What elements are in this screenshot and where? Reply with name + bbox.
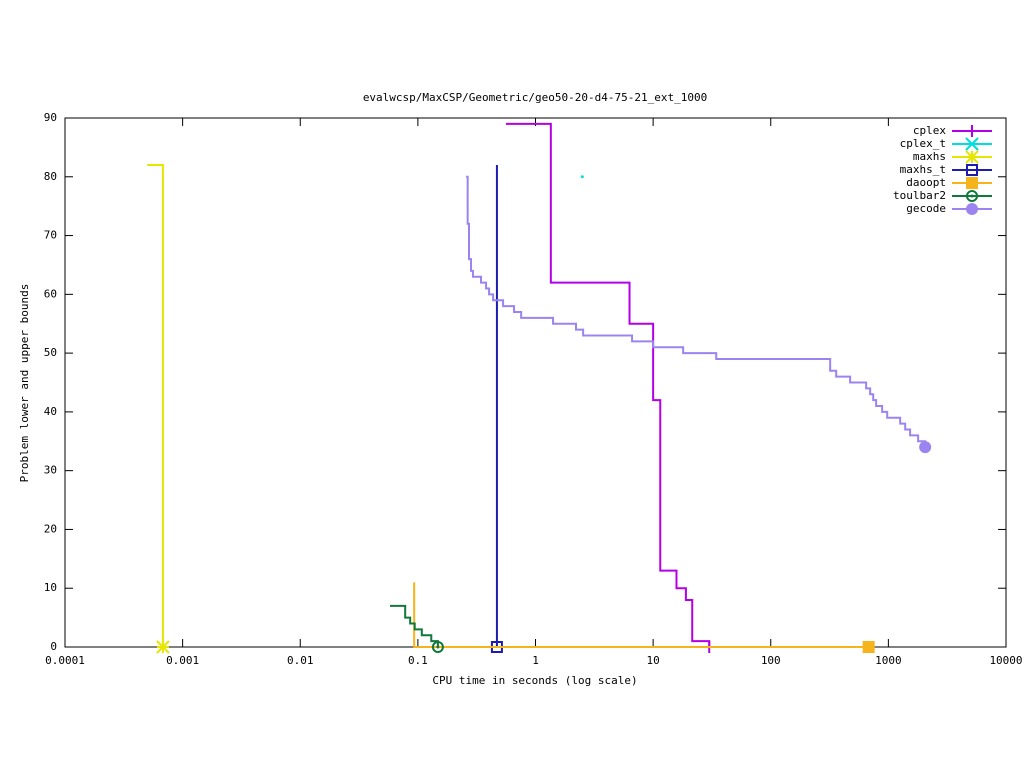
x-tick-label: 10 [647, 654, 660, 667]
y-tick-label: 60 [44, 287, 57, 300]
x-tick-label: 0.01 [287, 654, 314, 667]
marker-shape [919, 441, 932, 454]
y-tick-label: 40 [44, 405, 57, 418]
marker-shape [966, 177, 978, 189]
marker-shape [970, 194, 974, 198]
marker [966, 125, 978, 137]
marker [965, 137, 979, 151]
series-line [505, 122, 711, 647]
marker-shape [966, 164, 978, 176]
marker [966, 190, 978, 202]
y-tick-label: 30 [44, 464, 57, 477]
legend-label: cplex [913, 124, 946, 137]
marker [156, 640, 170, 654]
y-tick-label: 70 [44, 229, 57, 242]
legend-label: daoopt [906, 176, 946, 189]
series-line [147, 164, 164, 647]
y-tick-label: 10 [44, 581, 57, 594]
marker-shape [431, 641, 444, 653]
y-tick-label: 90 [44, 111, 57, 124]
y-axis-label: Problem lower and upper bounds [18, 284, 31, 483]
x-tick-label: 1 [532, 654, 539, 667]
series-line [466, 175, 927, 448]
y-tick-label: 50 [44, 346, 57, 359]
marker-shape [862, 641, 875, 653]
legend-label: cplex_t [900, 137, 946, 150]
marker-stroke [156, 640, 170, 654]
legend-label: maxhs [913, 150, 946, 163]
chart-title: evalwcsp/MaxCSP/Geometric/geo50-20-d4-75… [363, 91, 707, 104]
series-line [413, 582, 869, 648]
marker [966, 203, 978, 215]
marker [965, 150, 979, 164]
marker-shape [966, 190, 978, 202]
marker [431, 641, 444, 653]
marker [919, 441, 932, 454]
marker-shape [966, 203, 978, 215]
x-axis-label: CPU time in seconds (log scale) [432, 674, 637, 687]
legend-label: toulbar2 [893, 189, 946, 202]
x-tick-label: 10000 [989, 654, 1022, 667]
series-point [580, 175, 584, 179]
marker-stroke [965, 137, 979, 151]
legend-label: maxhs_t [900, 163, 946, 176]
y-tick-label: 0 [50, 640, 57, 653]
x-tick-label: 0.1 [408, 654, 428, 667]
legend-label: gecode [906, 202, 946, 215]
series-line [390, 604, 439, 647]
marker [966, 177, 978, 189]
marker-stroke [965, 150, 979, 164]
marker [862, 641, 875, 653]
marker [966, 164, 978, 176]
x-tick-label: 1000 [875, 654, 902, 667]
x-tick-label: 0.0001 [45, 654, 85, 667]
marker-shape [436, 645, 440, 649]
y-tick-label: 20 [44, 522, 57, 535]
x-tick-label: 100 [761, 654, 781, 667]
y-tick-label: 80 [44, 170, 57, 183]
x-tick-label: 0.001 [166, 654, 199, 667]
